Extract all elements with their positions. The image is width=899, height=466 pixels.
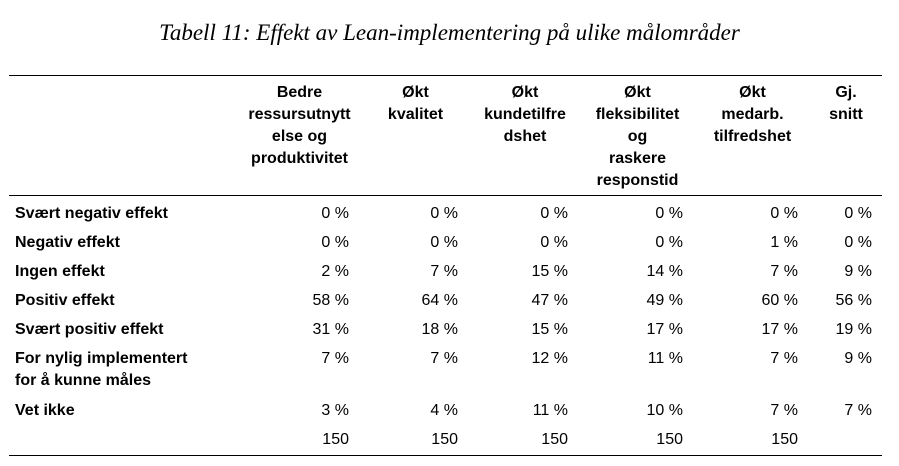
table-cell: 14 % xyxy=(646,263,683,280)
column-header: Bedre ressursutnytt else og produktivitet xyxy=(248,84,351,167)
table-cell: 3 % xyxy=(321,402,349,419)
table-cell: 7 % xyxy=(770,350,798,367)
table-cell: 17 % xyxy=(761,321,798,338)
table-cell: 0 % xyxy=(540,205,568,222)
table-cell: 2 % xyxy=(321,263,349,280)
table-cell: 11 % xyxy=(647,350,683,367)
table-body: Svært negativ effekt 0 % 0 % 0 % 0 % 0 % 0 % Ne… xyxy=(9,192,882,458)
table-cell: 1 % xyxy=(770,234,798,251)
table-cell: 0 % xyxy=(430,205,458,222)
table-cell: 12 % xyxy=(531,350,568,367)
table-cell: 49 % xyxy=(646,292,683,309)
table-row: Vet ikke 3 % 4 % 11 % 10 % 7 % 7 % xyxy=(9,400,882,429)
table-row: 150 150 150 150 150 xyxy=(9,429,882,458)
row-label xyxy=(9,429,238,458)
table-cell: 7 % xyxy=(770,263,798,280)
table-cell: 150 xyxy=(541,431,568,448)
table-row: Svært negativ effekt 0 % 0 % 0 % 0 % 0 % 0 % xyxy=(9,192,882,232)
row-label: Positiv effekt xyxy=(15,292,115,309)
table-row: Ingen effekt 2 % 7 % 15 % 14 % 7 % 9 % xyxy=(9,261,882,290)
table-cell: 31 % xyxy=(312,321,349,338)
column-header: Økt kvalitet xyxy=(387,84,444,123)
table-cell xyxy=(810,429,882,458)
table-row: Svært positiv effekt 31 % 18 % 15 % 17 % 17 %… xyxy=(9,319,882,348)
table-cell: 19 % xyxy=(835,321,872,338)
table-cell: 9 % xyxy=(844,350,872,367)
table-cell: 0 % xyxy=(321,205,349,222)
table-cell: 17 % xyxy=(646,321,683,338)
table-cell: 7 % xyxy=(321,350,349,367)
table-row: For nylig implementert for å kunne måles 7… xyxy=(9,348,882,400)
table-cell: 64 % xyxy=(421,292,458,309)
table-cell: 18 % xyxy=(421,321,458,338)
table-row: Negativ effekt 0 % 0 % 0 % 0 % 1 % 0 % xyxy=(9,232,882,261)
table-cell: 0 % xyxy=(844,234,872,251)
table-cell: 11 % xyxy=(532,402,568,419)
row-label: Ingen effekt xyxy=(15,263,105,280)
header-rule xyxy=(9,195,882,196)
table-row: Positiv effekt 58 % 64 % 47 % 49 % 60 % 56 % xyxy=(9,290,882,319)
column-header: Økt medarb. tilfredshet xyxy=(713,84,792,145)
column-header: Gj. snitt xyxy=(829,84,863,123)
table-cell: 10 % xyxy=(646,402,683,419)
row-label: Svært negativ effekt xyxy=(15,205,168,222)
table-cell: 58 % xyxy=(312,292,349,309)
table-cell: 150 xyxy=(431,431,458,448)
table-cell: 0 % xyxy=(655,205,683,222)
header-row: Bedre ressursutnytt else og produktivitet Øk… xyxy=(9,80,882,192)
table-cell: 150 xyxy=(322,431,349,448)
table-caption: Tabell 11: Effekt av Lean-implementering… xyxy=(159,20,740,45)
table-cell: 0 % xyxy=(540,234,568,251)
results-table: Bedre ressursutnytt else og produktivitet Øk… xyxy=(9,80,882,458)
table-cell: 7 % xyxy=(430,263,458,280)
row-label: Vet ikke xyxy=(15,402,75,419)
table-cell: 15 % xyxy=(531,321,568,338)
row-label: Negativ effekt xyxy=(15,234,120,251)
table-cell: 60 % xyxy=(761,292,798,309)
table-cell: 15 % xyxy=(531,263,568,280)
table-cell: 0 % xyxy=(321,234,349,251)
table-cell: 4 % xyxy=(430,402,458,419)
row-label: For nylig implementert for å kunne måles xyxy=(15,350,188,389)
table-cell: 56 % xyxy=(835,292,872,309)
table-cell: 0 % xyxy=(770,205,798,222)
table-cell: 47 % xyxy=(531,292,568,309)
table-cell: 9 % xyxy=(844,263,872,280)
table-cell: 150 xyxy=(771,431,798,448)
row-label: Svært positiv effekt xyxy=(15,321,164,338)
column-header: Økt kundetilfre dshet xyxy=(484,84,566,145)
table-cell: 7 % xyxy=(844,402,872,419)
table-cell: 0 % xyxy=(655,234,683,251)
table-cell: 7 % xyxy=(770,402,798,419)
table-cell: 7 % xyxy=(430,350,458,367)
table-cell: 150 xyxy=(656,431,683,448)
top-rule xyxy=(9,75,882,76)
table-cell: 0 % xyxy=(430,234,458,251)
table-cell: 0 % xyxy=(844,205,872,222)
header-empty-cell xyxy=(9,80,238,192)
bottom-rule xyxy=(9,455,882,456)
column-header: Økt fleksibilitet og raskere responstid xyxy=(595,84,680,189)
